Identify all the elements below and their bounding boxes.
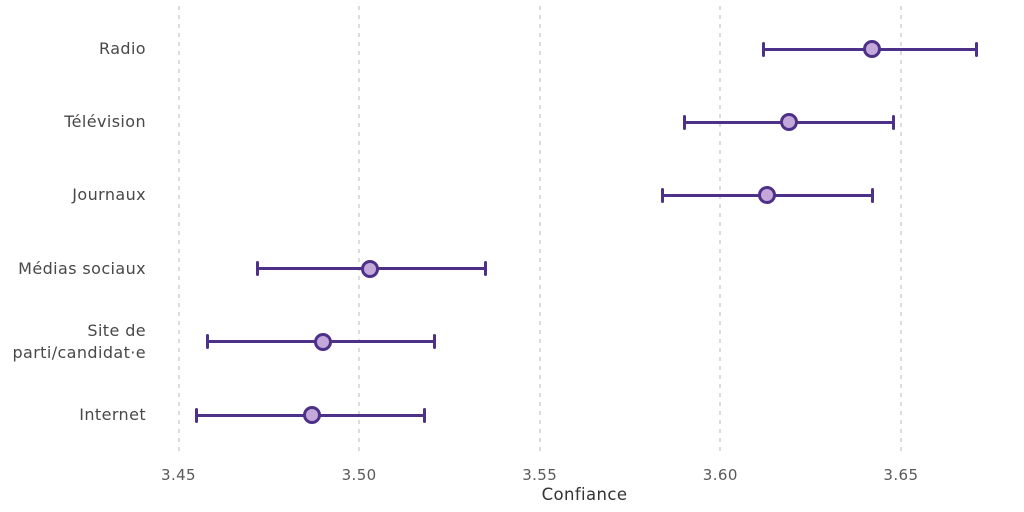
error-bar-cap-high <box>433 334 437 350</box>
gridline-x-3.50 <box>358 6 361 455</box>
data-point-marker <box>313 332 332 351</box>
error-bar-cap-low <box>661 187 664 203</box>
error-bar-cap-low <box>682 114 686 130</box>
error-bar-cap-high <box>892 114 896 130</box>
error-bar-cap-high <box>422 407 426 423</box>
category-label: Journaux <box>72 185 146 205</box>
data-point-marker <box>758 186 777 205</box>
x-tick-label: 3.65 <box>883 466 919 484</box>
error-bar-cap-low <box>256 261 260 277</box>
category-label: Internet <box>79 405 146 424</box>
category-label: Radio <box>99 39 146 58</box>
data-point-marker <box>303 406 322 424</box>
category-label: Télévision <box>64 112 146 132</box>
data-point-marker <box>863 40 881 58</box>
x-tick-label: 3.60 <box>702 466 738 484</box>
error-bar-cap-low <box>195 407 199 423</box>
x-tick-label: 3.55 <box>522 466 558 484</box>
error-bar-cap-high <box>484 261 488 277</box>
data-point-marker <box>360 259 379 278</box>
gridline-x-3.60 <box>719 6 722 455</box>
error-bar-cap-low <box>205 334 209 350</box>
category-label: Médias sociaux <box>18 258 146 278</box>
error-bar-cap-high <box>870 187 874 203</box>
gridline-x-3.55 <box>538 6 541 455</box>
gridline-x-3.45 <box>177 6 180 455</box>
data-point-marker <box>779 113 798 132</box>
error-bar-cap-high <box>975 41 979 57</box>
x-axis-title: Confiance <box>541 485 628 504</box>
x-tick-label: 3.50 <box>341 466 377 484</box>
category-label: Site de parti/candidat·e <box>12 320 146 362</box>
error-bar-cap-low <box>762 41 766 57</box>
x-tick-label: 3.45 <box>161 466 196 484</box>
gridline-x-3.65 <box>899 6 902 455</box>
